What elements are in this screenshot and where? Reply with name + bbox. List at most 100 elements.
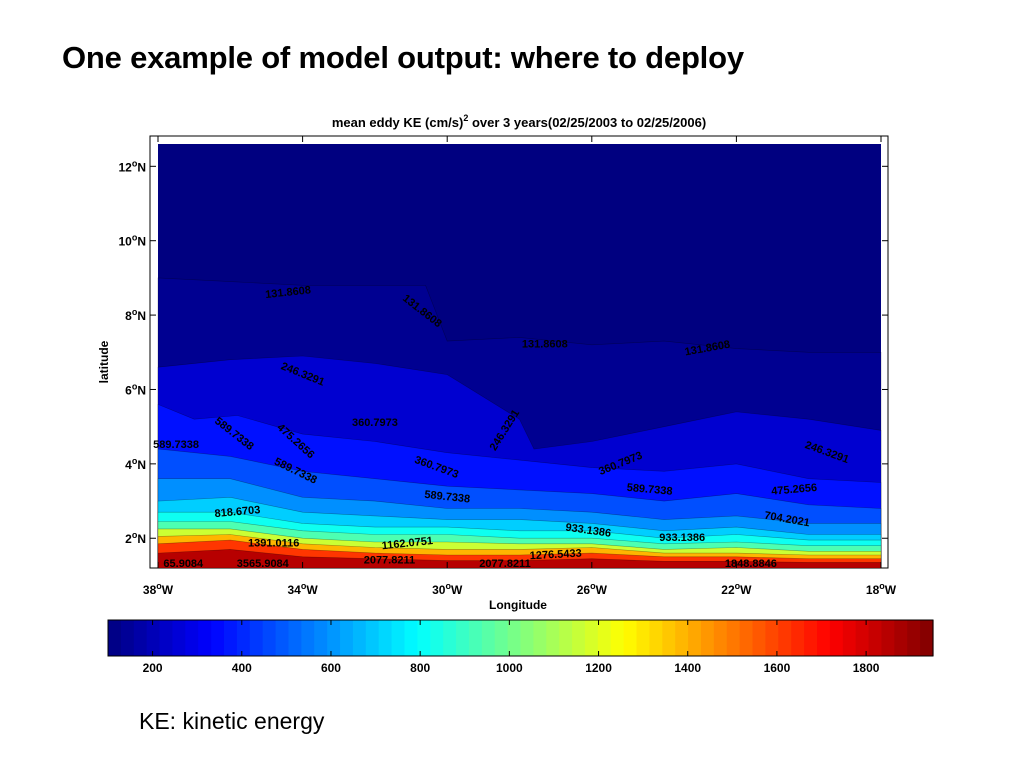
x-tick-label: 34oW [288, 581, 319, 597]
contour-label: 589.7338 [626, 482, 673, 498]
colorbar-swatch [546, 620, 560, 656]
colorbar-swatch [262, 620, 277, 656]
x-axis: 38oW 34oW 30oW 26oW 22oW 18oW [143, 136, 897, 597]
colorbar-swatch [352, 620, 367, 656]
colorbar-swatch [739, 620, 754, 656]
colorbar-swatch [559, 620, 573, 656]
slide-title: One example of model output: where to de… [62, 40, 744, 75]
contour-label: 65.9084 [163, 558, 204, 570]
colorbar-tick-label: 600 [321, 661, 341, 675]
colorbar-tick-label: 1800 [853, 661, 880, 675]
colorbar-swatch [236, 620, 251, 656]
contour-label: 818.6703 [214, 504, 261, 520]
colorbar-swatch [765, 620, 779, 656]
colorbar-swatch [894, 620, 908, 656]
colorbar-swatch [920, 620, 934, 656]
y-tick-label: 6oN [125, 381, 146, 397]
colorbar-swatch [610, 620, 625, 656]
colorbar-swatch [829, 620, 844, 656]
colorbar-swatch [649, 620, 663, 656]
y-axis-label: latitude [97, 340, 111, 383]
colorbar-swatch [120, 620, 135, 656]
colorbar-swatch [662, 620, 676, 656]
colorbar-tick-label: 800 [410, 661, 430, 675]
contour-label: 3565.9084 [237, 558, 290, 570]
contour-label: 933.1386 [659, 532, 705, 544]
colorbar-swatch [533, 620, 547, 656]
colorbar-swatch [520, 620, 534, 656]
colorbar-swatch [494, 620, 509, 656]
contour-label: 131.8608 [265, 284, 312, 301]
contour-label: 589.7338 [153, 439, 199, 451]
colorbar-swatch [327, 620, 341, 656]
contour-label: 1848.8846 [725, 558, 777, 570]
colorbar-swatch [468, 620, 483, 656]
x-tick-label: 22oW [721, 581, 752, 597]
colorbar-swatch [224, 620, 238, 656]
colorbar-swatch [507, 620, 522, 656]
colorbar-swatch [340, 620, 354, 656]
x-tick-label: 26oW [577, 581, 608, 597]
colorbar-swatch [198, 620, 212, 656]
colorbar-swatch [365, 620, 380, 656]
colorbar-swatch [404, 620, 418, 656]
chart-title: mean eddy KE (cm/s)2 over 3 years(02/25/… [332, 113, 706, 130]
contour-label: 360.7973 [352, 417, 398, 429]
colorbar-swatch [816, 620, 831, 656]
colorbar-swatch [430, 620, 444, 656]
x-tick-label: 18oW [866, 581, 897, 597]
colorbar: 200 400 600 800 1000 1200 1400 1600 1800 [107, 619, 934, 675]
colorbar-tick-label: 1600 [764, 661, 791, 675]
colorbar-swatch [752, 620, 767, 656]
colorbar-swatch [726, 620, 741, 656]
colorbar-swatch [907, 620, 921, 656]
y-tick-label: 2oN [125, 530, 146, 546]
contour-label: 1162.0751 [381, 535, 433, 552]
colorbar-swatch [868, 620, 883, 656]
colorbar-swatch [881, 620, 895, 656]
contour-label: 475.2656 [771, 482, 818, 498]
colorbar-swatch [275, 620, 290, 656]
colorbar-frame [107, 619, 934, 657]
y-tick-label: 8oN [125, 307, 146, 323]
x-axis-label: Longitude [489, 598, 547, 612]
colorbar-swatch [108, 620, 122, 656]
colorbar-swatch [700, 620, 715, 656]
colorbar-swatch [688, 620, 702, 656]
colorbar-swatch [572, 620, 586, 656]
contour-label: 1391.0116 [248, 538, 299, 550]
contour-band [157, 549, 882, 569]
colorbar-tick-label: 1400 [674, 661, 701, 675]
y-axis: 12oN 10oN 8oN 6oN 4oN 2oN [118, 158, 888, 546]
colorbar-swatch [804, 620, 818, 656]
colorbar-swatch [481, 620, 496, 656]
colorbar-swatch [778, 620, 792, 656]
contour-label: 2077.8211 [479, 558, 530, 570]
colorbar-swatch [378, 620, 393, 656]
y-tick-label: 12oN [118, 158, 146, 174]
y-tick-label: 10oN [118, 233, 146, 249]
colorbar-tick-label: 200 [143, 661, 163, 675]
colorbar-swatch [791, 620, 805, 656]
colorbar-swatch [159, 620, 174, 656]
colorbar-swatch [584, 620, 599, 656]
contour-label: 1276.5433 [529, 548, 582, 563]
colorbar-swatch [249, 620, 264, 656]
colorbar-swatch [675, 620, 689, 656]
colorbar-tick-label: 400 [232, 661, 252, 675]
colorbar-swatch [636, 620, 651, 656]
colorbar-swatch [172, 620, 186, 656]
x-tick-label: 38oW [143, 581, 174, 597]
colorbar-swatch [211, 620, 225, 656]
colorbar-swatch [391, 620, 406, 656]
colorbar-swatch [146, 620, 161, 656]
colorbar-swatch [713, 620, 728, 656]
contour-label: 2077.8211 [364, 555, 415, 567]
y-tick-label: 4oN [125, 456, 146, 472]
colorbar-swatch [842, 620, 857, 656]
x-tick-label: 30oW [432, 581, 463, 597]
contour-label: 589.7338 [424, 489, 471, 506]
colorbar-swatch [456, 620, 470, 656]
